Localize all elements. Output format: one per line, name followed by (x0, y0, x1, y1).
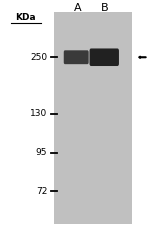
FancyBboxPatch shape (90, 49, 119, 66)
FancyBboxPatch shape (64, 50, 89, 64)
Text: 95: 95 (36, 148, 47, 157)
Text: 130: 130 (30, 109, 47, 118)
Text: B: B (100, 3, 108, 13)
Bar (54, 12, 132, 224)
Text: 72: 72 (36, 187, 47, 196)
Text: 250: 250 (30, 53, 47, 62)
Text: A: A (74, 3, 81, 13)
Text: KDa: KDa (15, 13, 36, 22)
